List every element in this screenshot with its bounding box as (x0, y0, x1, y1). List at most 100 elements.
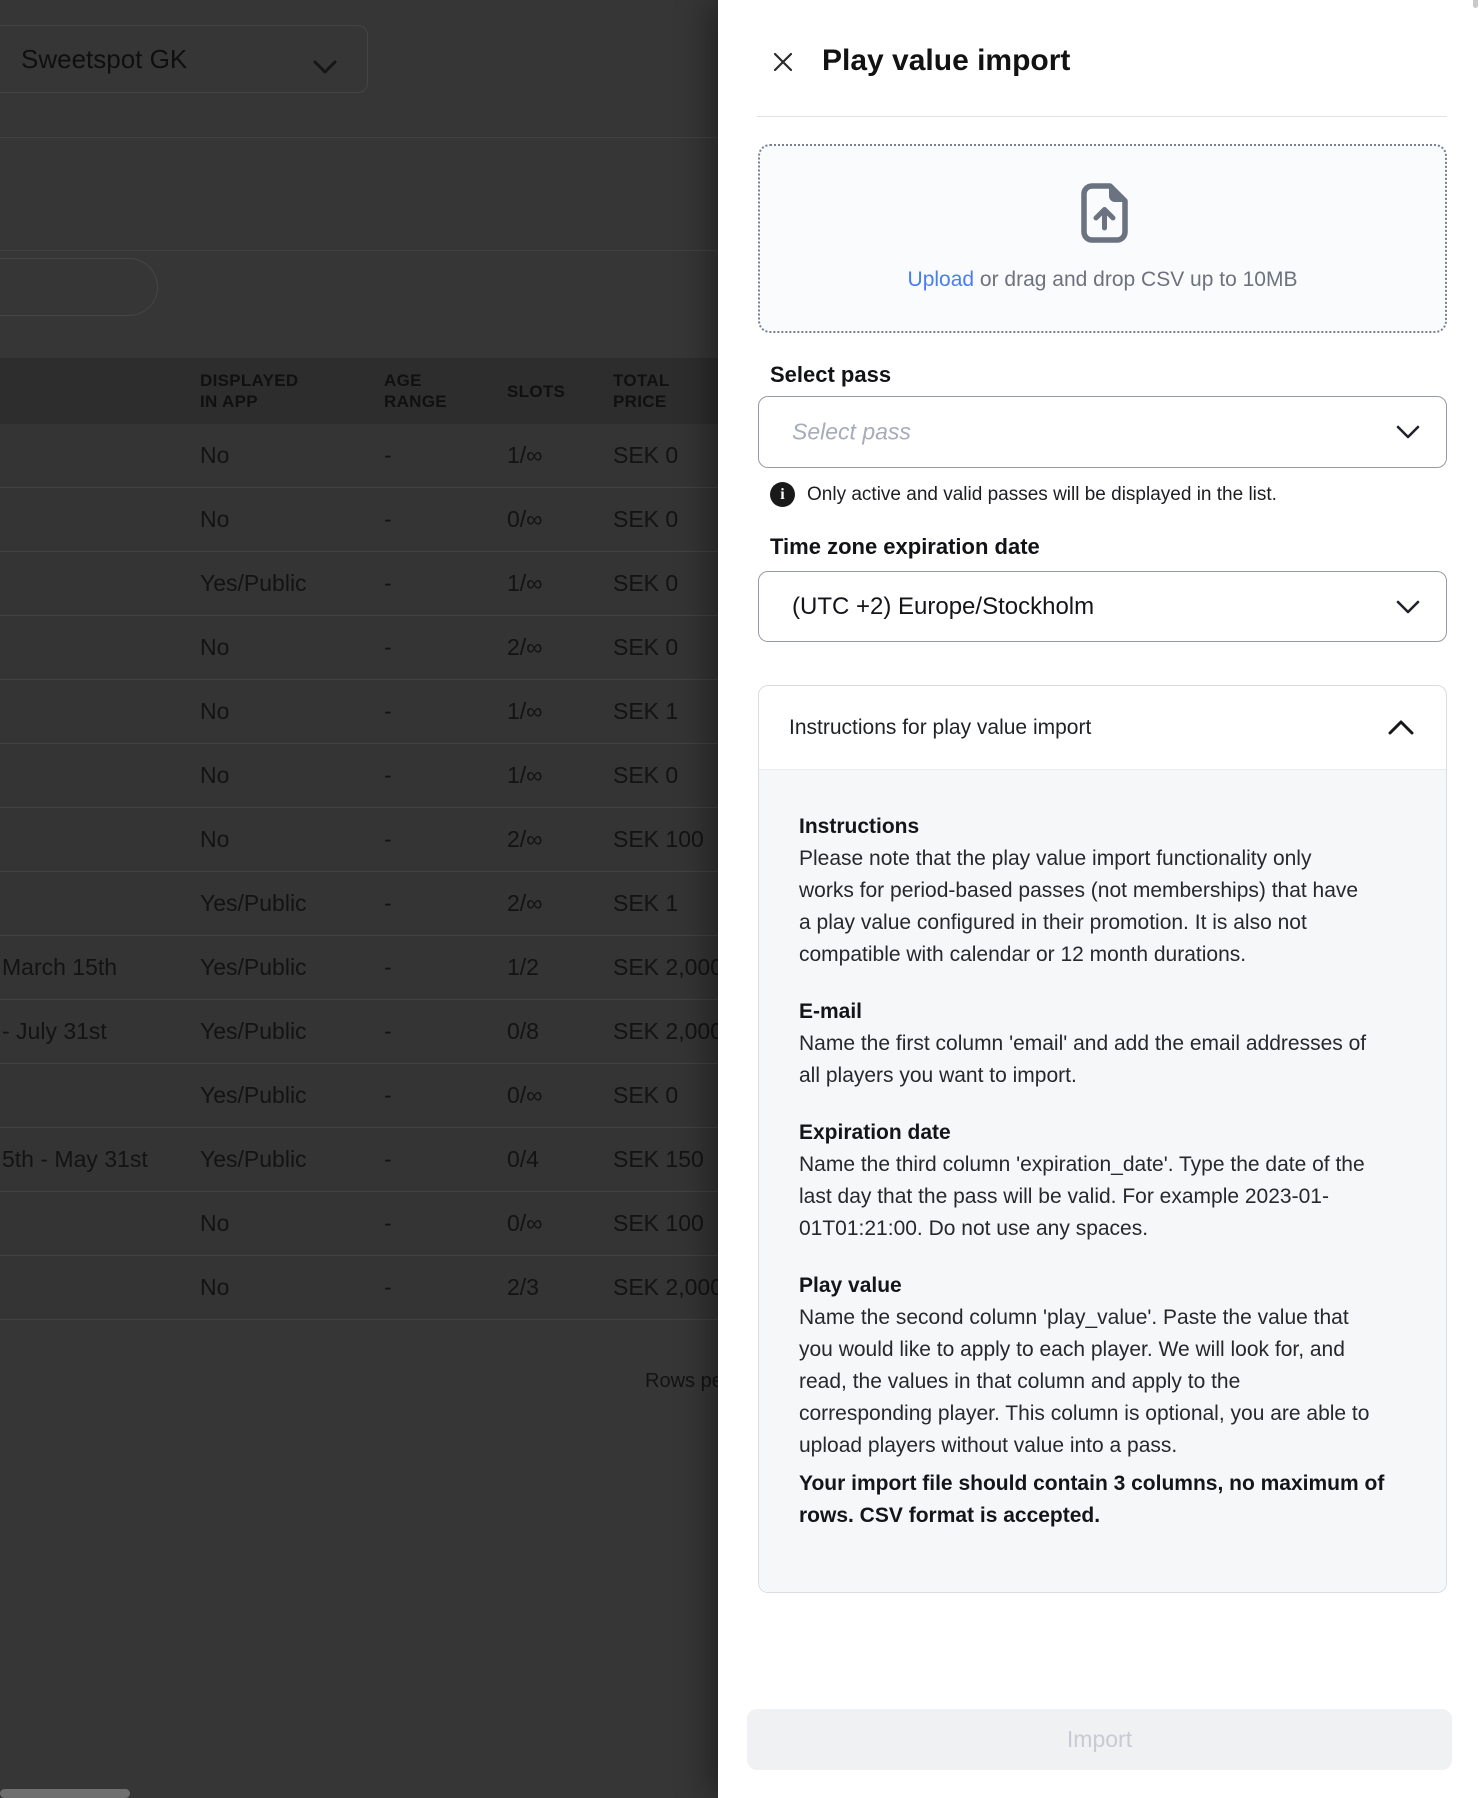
drawer-title: Play value import (822, 44, 1071, 77)
cell-slots: 1/∞ (507, 442, 543, 468)
cell-total-price: SEK 2,000 (613, 954, 723, 980)
vertical-scrollbar[interactable] (1473, 0, 1478, 8)
cell-slots: 0/8 (507, 1018, 539, 1044)
horizontal-scrollbar[interactable] (0, 1789, 130, 1798)
cell-slots: 0/∞ (507, 506, 543, 532)
close-icon (772, 52, 794, 76)
cell-displayed-in-app: No (200, 1210, 230, 1236)
chevron-down-icon (1396, 600, 1420, 619)
upload-link[interactable]: Upload (907, 268, 975, 291)
import-file-footnote: Your import file should contain 3 column… (799, 1472, 1385, 1527)
header-displayed-in-app: DISPLAYED IN APP (200, 371, 299, 411)
chevron-down-icon (313, 50, 337, 81)
cell-displayed-in-app: No (200, 442, 230, 468)
timezone-label: Time zone expiration date (770, 534, 1040, 559)
cell-slots: 2/3 (507, 1274, 539, 1300)
cell-age-range: - (384, 1210, 392, 1236)
cell-slots: 2/∞ (507, 826, 543, 852)
chevron-down-icon (1396, 425, 1420, 444)
divider (757, 116, 1447, 117)
cell-slots: 0/∞ (507, 1210, 543, 1236)
cell-age-range: - (384, 570, 392, 596)
divider (0, 250, 718, 251)
cell-displayed-in-app: Yes/Public (200, 954, 307, 980)
cell-displayed-in-app: Yes/Public (200, 1146, 307, 1172)
upload-instruction: Upload or drag and drop CSV up to 10MB (760, 268, 1445, 292)
cell-total-price: SEK 0 (613, 634, 679, 660)
cell-displayed-in-app: No (200, 826, 230, 852)
cell-total-price: SEK 0 (613, 762, 679, 788)
close-button[interactable] (766, 46, 800, 80)
chevron-up-icon (1388, 719, 1414, 740)
cell-displayed-in-app: No (200, 1274, 230, 1300)
cell-age-range: - (384, 1082, 392, 1108)
cell-slots: 0/∞ (507, 1082, 543, 1108)
cell-slots: 1/∞ (507, 698, 543, 724)
select-pass-placeholder: Select pass (792, 418, 911, 445)
cell-slots: 1/∞ (507, 570, 543, 596)
select-pass-hint-text: Only active and valid passes will be dis… (807, 483, 1277, 505)
cell-age-range: - (384, 1274, 392, 1300)
file-upload-icon (1081, 183, 1128, 248)
cell-total-price: SEK 0 (613, 442, 679, 468)
cell-age-range: - (384, 826, 392, 852)
cell-total-price: SEK 1 (613, 698, 679, 724)
club-selector-label: Sweetspot GK (21, 43, 188, 74)
timezone-dropdown[interactable]: (UTC +2) Europe/Stockholm (758, 571, 1447, 642)
instructions-content: Instructions Please note that the play v… (759, 769, 1446, 1592)
section-body-play-value: Name the second column 'play_value'. Pas… (799, 1306, 1370, 1457)
select-pass-label: Select pass (770, 362, 892, 387)
cell-age-range: - (384, 698, 392, 724)
cell-total-price: SEK 0 (613, 570, 679, 596)
cell-total-price: SEK 2,000 (613, 1274, 723, 1300)
cell-displayed-in-app: Yes/Public (200, 890, 307, 916)
cell-total-price: SEK 2,000 (613, 1018, 723, 1044)
cell-total-price: SEK 0 (613, 1082, 679, 1108)
cell-total-price: SEK 100 (613, 1210, 704, 1236)
cell-total-price: SEK 150 (613, 1146, 704, 1172)
cell-pass-name: 5th - May 31st (2, 1146, 148, 1172)
section-body-instructions: Please note that the play value import f… (799, 847, 1359, 966)
select-pass-dropdown[interactable]: Select pass (758, 396, 1447, 468)
cell-total-price: SEK 0 (613, 506, 679, 532)
cell-age-range: - (384, 762, 392, 788)
cell-displayed-in-app: No (200, 698, 230, 724)
cell-age-range: - (384, 954, 392, 980)
header-age-range: AGE RANGE (384, 371, 447, 411)
footer-fade (718, 1629, 1480, 1709)
cell-displayed-in-app: No (200, 762, 230, 788)
section-heading-email: E-mail (799, 1000, 863, 1023)
instructions-accordion: Instructions for play value import Instr… (758, 685, 1447, 1593)
cell-age-range: - (384, 506, 392, 532)
section-heading-play-value: Play value (799, 1274, 902, 1297)
cell-slots: 0/4 (507, 1146, 539, 1172)
section-heading-expiration-date: Expiration date (799, 1121, 951, 1144)
import-button[interactable]: Import (747, 1709, 1452, 1770)
accordion-header-label: Instructions for play value import (789, 716, 1092, 739)
club-selector[interactable]: Sweetspot GK (0, 25, 368, 93)
cell-displayed-in-app: Yes/Public (200, 1018, 307, 1044)
cell-pass-name: - July 31st (2, 1018, 107, 1044)
filter-pill-button[interactable] (0, 258, 158, 316)
select-pass-hint: i Only active and valid passes will be d… (770, 482, 1277, 507)
csv-dropzone[interactable]: Upload or drag and drop CSV up to 10MB (758, 144, 1447, 333)
cell-age-range: - (384, 442, 392, 468)
play-value-import-drawer: Play value import Upload or drag and dro… (718, 0, 1480, 1798)
cell-slots: 1/2 (507, 954, 539, 980)
cell-age-range: - (384, 890, 392, 916)
cell-total-price: SEK 1 (613, 890, 679, 916)
cell-slots: 1/∞ (507, 762, 543, 788)
header-slots: SLOTS (507, 381, 566, 401)
cell-age-range: - (384, 1146, 392, 1172)
cell-displayed-in-app: No (200, 506, 230, 532)
upload-instruction-rest: or drag and drop CSV up to 10MB (974, 268, 1298, 291)
instructions-accordion-header[interactable]: Instructions for play value import (759, 686, 1446, 769)
info-icon: i (770, 482, 795, 507)
cell-displayed-in-app: Yes/Public (200, 1082, 307, 1108)
cell-slots: 2/∞ (507, 634, 543, 660)
cell-displayed-in-app: No (200, 634, 230, 660)
header-total-price: TOTAL PRICE (613, 371, 670, 411)
section-body-expiration-date: Name the third column 'expiration_date'.… (799, 1153, 1365, 1240)
section-body-email: Name the first column 'email' and add th… (799, 1032, 1367, 1087)
